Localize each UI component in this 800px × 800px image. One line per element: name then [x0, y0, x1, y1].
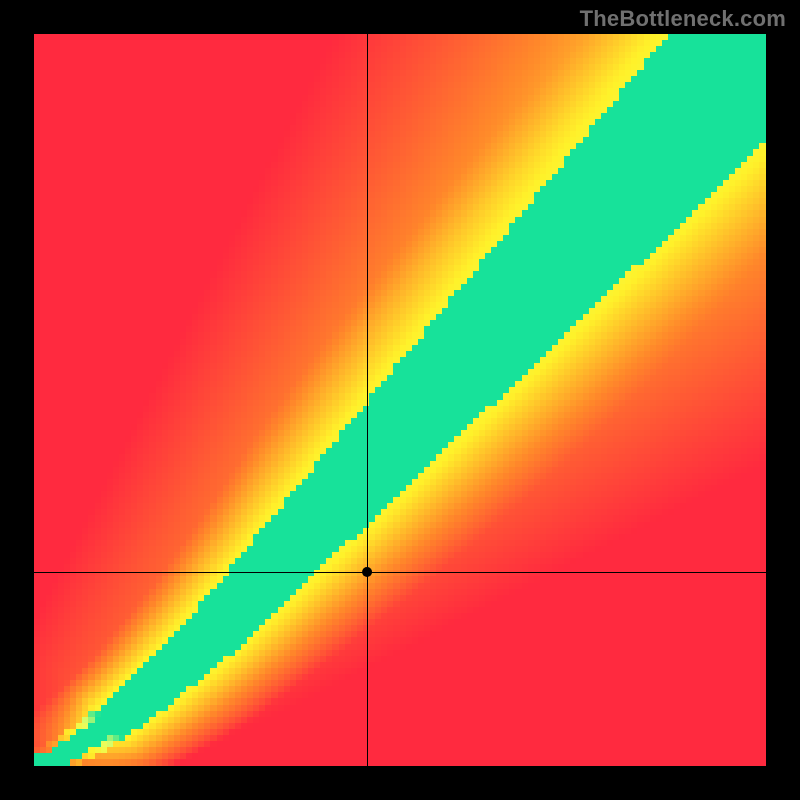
bottleneck-heatmap — [34, 34, 766, 766]
chart-container: TheBottleneck.com — [0, 0, 800, 800]
watermark-text: TheBottleneck.com — [580, 6, 786, 32]
